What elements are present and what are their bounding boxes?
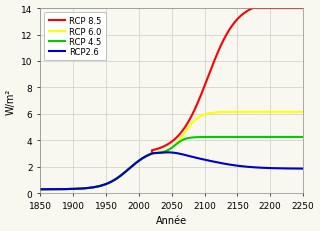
- RCP 8.5: [251, 8, 255, 10]
- RCP 8.5: [102, 184, 106, 186]
- RCP 4.5: [112, 179, 116, 182]
- RCP 8.5: [210, 65, 214, 68]
- RCP 6.0: [121, 173, 125, 176]
- X-axis label: Année: Année: [156, 216, 187, 225]
- RCP 4.5: [275, 136, 279, 139]
- RCP 8.5: [243, 12, 246, 15]
- RCP2.6: [121, 173, 125, 176]
- RCP 8.5: [121, 173, 125, 176]
- RCP 6.0: [301, 111, 305, 114]
- RCP 6.0: [38, 188, 42, 191]
- RCP 4.5: [38, 188, 42, 191]
- RCP 4.5: [121, 173, 125, 176]
- RCP2.6: [102, 184, 106, 186]
- RCP 6.0: [210, 112, 214, 115]
- RCP 8.5: [301, 8, 305, 10]
- RCP 4.5: [301, 136, 305, 139]
- RCP 4.5: [210, 136, 214, 139]
- Line: RCP 6.0: RCP 6.0: [40, 112, 303, 189]
- Line: RCP2.6: RCP2.6: [40, 153, 303, 189]
- RCP2.6: [276, 167, 279, 170]
- RCP 8.5: [38, 188, 42, 191]
- RCP2.6: [211, 160, 214, 163]
- RCP2.6: [243, 165, 247, 168]
- RCP 4.5: [243, 136, 246, 139]
- RCP2.6: [112, 179, 116, 182]
- RCP 6.0: [243, 111, 246, 114]
- RCP2.6: [165, 151, 169, 154]
- RCP2.6: [38, 188, 42, 191]
- Y-axis label: W/m²: W/m²: [5, 88, 16, 114]
- RCP 6.0: [275, 111, 279, 114]
- RCP 6.0: [102, 184, 106, 186]
- RCP 8.5: [112, 179, 116, 182]
- Line: RCP 4.5: RCP 4.5: [40, 137, 303, 189]
- RCP 4.5: [102, 184, 106, 186]
- Line: RCP 8.5: RCP 8.5: [40, 9, 303, 189]
- RCP2.6: [301, 167, 305, 170]
- RCP 8.5: [276, 8, 279, 10]
- RCP 6.0: [112, 179, 116, 182]
- Legend: RCP 8.5, RCP 6.0, RCP 4.5, RCP2.6: RCP 8.5, RCP 6.0, RCP 4.5, RCP2.6: [44, 13, 106, 61]
